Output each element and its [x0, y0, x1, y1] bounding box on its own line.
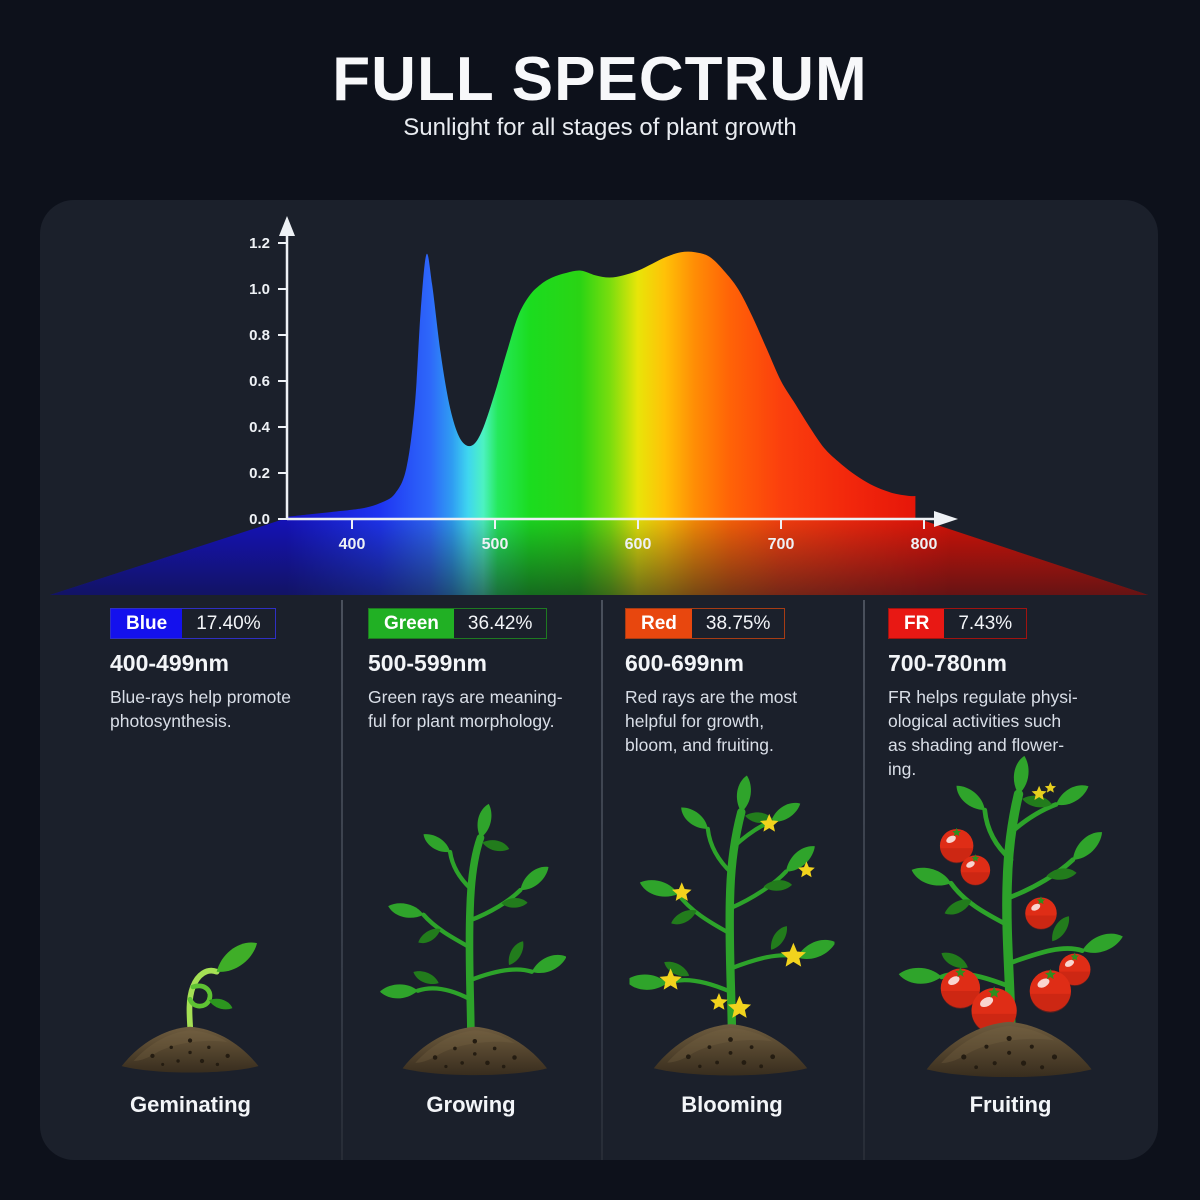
band-description: FR helps regulate physi- ological activi…: [888, 687, 1078, 779]
band-description: Red rays are the most helpful for growth…: [625, 687, 798, 755]
band-range: 700-780nm: [888, 650, 1007, 676]
page-subtitle: Sunlight for all stages of plant growth: [403, 114, 797, 141]
stage-fruiting: Fruiting: [863, 600, 1158, 1160]
svg-text:0.0: 0.0: [249, 511, 270, 528]
young-plant-illustration: [379, 802, 566, 1076]
svg-text:0.8: 0.8: [249, 327, 270, 344]
band-card-blue: Blue 17.40% 400-499nm Blue-rays help pro…: [110, 608, 328, 734]
y-axis-ticks: 0.0 0.2 0.4 0.6 0.8 1.0 1.2: [249, 235, 287, 528]
svg-text:0.2: 0.2: [249, 465, 270, 482]
band-percent: 38.75%: [705, 612, 771, 634]
spectrum-panel: 0.0 0.2 0.4 0.6 0.8 1.0 1.2 400 500 600 700 800 Bl…: [40, 200, 1158, 1160]
band-badge: Red 38.75%: [625, 608, 786, 639]
band-chip: Red: [626, 609, 692, 638]
band-range: 600-699nm: [625, 650, 744, 676]
tomatoes: [939, 828, 1090, 1035]
band-chip: Blue: [111, 609, 183, 638]
band-description: Green rays are meaning- ful for plant mo…: [368, 687, 563, 731]
flowers: [1031, 781, 1056, 800]
x-axis: [287, 511, 958, 527]
band-card-red: Red 38.75% 600-699nm Red rays are the mo…: [625, 608, 847, 758]
band-chip: FR: [889, 609, 945, 638]
band-card-green: Green 36.42% 500-599nm Green rays are me…: [368, 608, 588, 734]
seedling-illustration: [121, 938, 263, 1073]
band-percent: 7.43%: [958, 612, 1013, 634]
svg-text:0.6: 0.6: [249, 373, 270, 390]
band-badge: Blue 17.40%: [110, 608, 276, 639]
band-description: Blue-rays help promote photosynthesis.: [110, 687, 291, 731]
svg-text:1.0: 1.0: [249, 281, 270, 298]
x-axis-arrow-icon: [934, 511, 958, 527]
band-range: 400-499nm: [110, 650, 229, 676]
column-divider: [601, 600, 603, 1160]
stage-label: Growing: [426, 1092, 516, 1117]
stage-blooming: Blooming: [601, 600, 863, 1160]
stage-growing: Growing: [341, 600, 601, 1160]
svg-text:500: 500: [482, 536, 509, 553]
stage-germinating: Geminating: [40, 600, 341, 1160]
flowering-plant-illustration: [629, 774, 835, 1076]
stage-label: Geminating: [129, 1092, 251, 1117]
band-percent: 36.42%: [467, 612, 533, 634]
svg-text:600: 600: [625, 536, 652, 553]
band-range: 500-599nm: [368, 650, 487, 676]
y-axis-arrow-icon: [279, 216, 295, 236]
column-divider: [341, 600, 343, 1160]
svg-text:400: 400: [339, 536, 366, 553]
band-badge: Green 36.42%: [368, 608, 548, 639]
light-beam-projection: [50, 518, 1148, 595]
x-axis-ticks: 400 500 600 700 800: [339, 519, 938, 553]
band-chip: Green: [369, 609, 454, 638]
page-title: FULL SPECTRUM: [332, 45, 868, 114]
band-percent: 17.40%: [196, 612, 261, 634]
band-badge: FR 7.43%: [888, 608, 1028, 639]
y-axis: [279, 216, 295, 519]
svg-text:700: 700: [768, 536, 795, 553]
svg-text:1.2: 1.2: [249, 235, 270, 252]
band-card-fr: FR 7.43% 700-780nm FR helps regulate phy…: [888, 608, 1128, 782]
spectrum-curve: [287, 251, 916, 519]
svg-text:800: 800: [911, 536, 938, 553]
column-divider: [863, 600, 865, 1160]
stage-label: Fruiting: [969, 1092, 1052, 1117]
stage-label: Blooming: [681, 1092, 783, 1117]
svg-text:0.4: 0.4: [249, 419, 271, 436]
tomato-plant-illustration: [898, 754, 1123, 1078]
